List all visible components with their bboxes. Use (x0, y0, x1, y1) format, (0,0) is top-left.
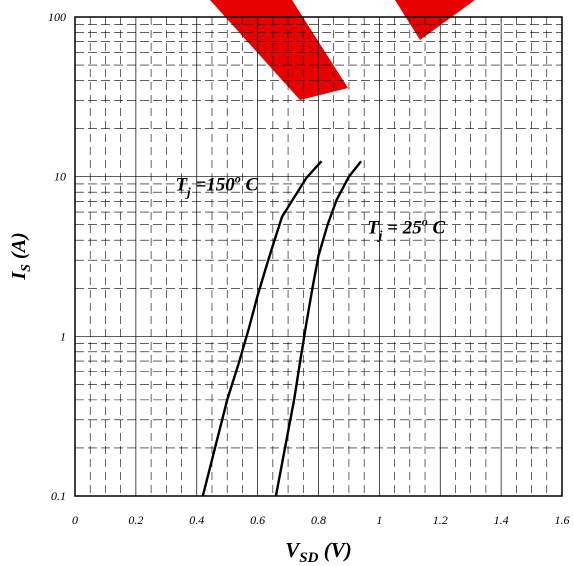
x-tick-label: 1.6 (555, 513, 570, 527)
tick-labels: 0 0.2 0.4 0.6 0.8 1 1.2 1.4 1.6 0.1 1 10 100 (48, 10, 570, 527)
x-tick-label: 1 (376, 513, 382, 527)
series-annotation: Tj =150o C (175, 171, 258, 199)
y-tick-label: 100 (48, 10, 66, 24)
x-tick-label: 0 (72, 513, 78, 527)
y-axis-label: IS (A) (8, 232, 34, 280)
x-tick-label: 0.4 (189, 513, 204, 527)
axis-labels: VSD (V) IS (A) (8, 232, 352, 566)
x-tick-label: 0.8 (311, 513, 326, 527)
y-tick-label: 10 (54, 170, 66, 184)
x-tick-label: 0.2 (128, 513, 143, 527)
annotations: Tj =150o C Tj = 25o C (175, 171, 445, 242)
series (201, 160, 363, 497)
x-tick-label: 1.4 (494, 513, 509, 527)
y-tick-label: 0.1 (51, 489, 66, 503)
watermark (210, 0, 475, 100)
x-tick-label: 0.6 (250, 513, 265, 527)
y-tick-label: 1 (60, 329, 66, 343)
series-annotation: Tj = 25o C (367, 215, 445, 243)
series-line (201, 160, 323, 497)
plot-frame (74, 16, 563, 497)
series-line (274, 160, 363, 497)
x-tick-label: 1.2 (433, 513, 448, 527)
grid (75, 17, 562, 496)
x-axis-label: VSD (V) (285, 538, 351, 566)
